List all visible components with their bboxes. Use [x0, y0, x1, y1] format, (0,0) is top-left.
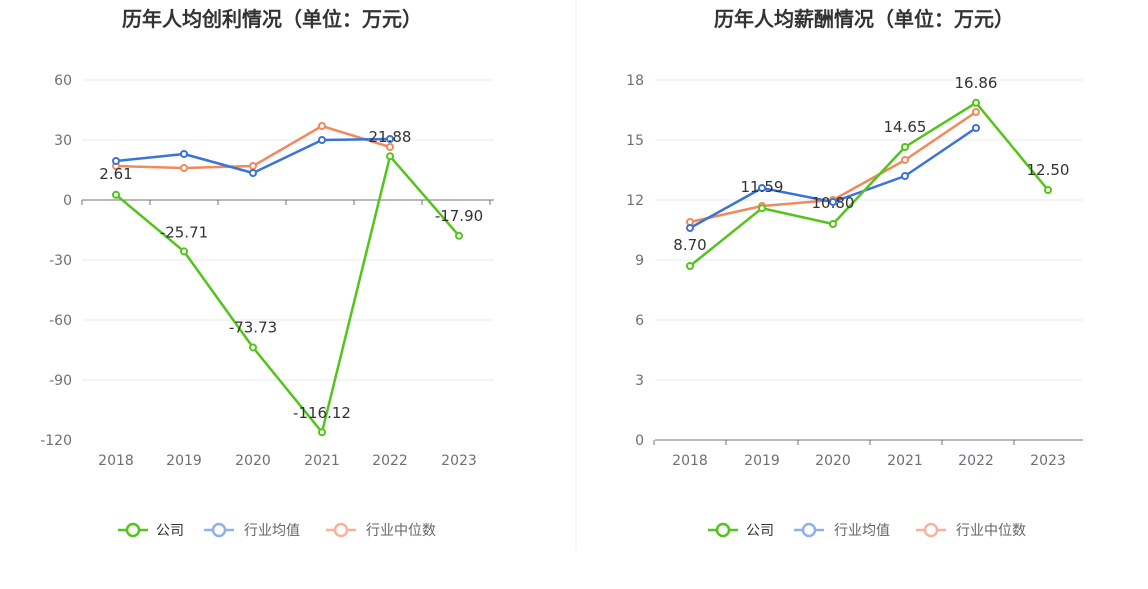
series-line	[115, 154, 460, 434]
data-point	[386, 152, 394, 161]
legend-marker	[715, 522, 731, 538]
data-label: 2.61	[99, 165, 132, 183]
data-point	[386, 135, 394, 143]
y-tick-label: 18	[626, 73, 644, 89]
legend-marker	[801, 522, 817, 538]
data-point	[318, 428, 326, 437]
data-point	[455, 231, 463, 240]
y-tick-label: 15	[626, 133, 644, 149]
data-point	[318, 136, 326, 144]
y-tick-label: 9	[635, 253, 644, 269]
data-point	[249, 162, 257, 170]
x-tick-label: 2019	[744, 453, 780, 469]
data-label: 21.88	[369, 128, 412, 146]
y-tick-label: 60	[54, 73, 72, 89]
x-tick-label: 2018	[98, 453, 134, 469]
data-point	[318, 122, 326, 130]
data-label: 16.86	[955, 74, 998, 92]
x-tick-label: 2023	[1030, 453, 1066, 469]
data-point	[180, 164, 188, 172]
legend-label: 公司	[746, 523, 774, 539]
legend-label: 行业均值	[834, 523, 890, 539]
legend-marker	[211, 522, 227, 538]
legend-marker	[333, 522, 349, 538]
y-tick-label: -60	[49, 313, 72, 329]
legend-marker	[125, 522, 141, 538]
data-point	[758, 204, 766, 213]
y-tick-label: -30	[49, 253, 72, 269]
data-point	[901, 156, 909, 164]
data-point	[249, 343, 257, 352]
data-point	[829, 220, 837, 228]
chart-title: 历年人均薪酬情况（单位：万元）	[714, 7, 1014, 31]
data-label: -17.90	[435, 207, 483, 225]
data-label: 11.59	[741, 178, 784, 196]
series-line	[689, 101, 1049, 267]
x-tick-label: 2023	[441, 453, 477, 469]
legend-label: 公司	[156, 523, 184, 539]
x-tick-label: 2020	[815, 453, 851, 469]
data-point	[249, 169, 257, 177]
legend-label: 行业均值	[244, 523, 300, 539]
data-point	[972, 124, 980, 132]
legend-marker	[923, 522, 939, 538]
x-tick-label: 2021	[887, 453, 923, 469]
data-point	[972, 108, 980, 116]
x-tick-label: 2022	[372, 453, 408, 469]
data-point	[180, 247, 188, 256]
data-point	[112, 157, 120, 165]
data-label: -25.71	[160, 223, 208, 241]
data-point	[901, 172, 909, 180]
data-point	[758, 184, 766, 192]
x-tick-label: 2018	[672, 453, 708, 469]
data-label: -73.73	[229, 318, 277, 336]
y-tick-label: 0	[63, 193, 72, 209]
y-tick-label: 30	[54, 133, 72, 149]
data-label: 14.65	[884, 118, 927, 136]
data-point	[112, 190, 120, 199]
legend-label: 行业中位数	[366, 523, 436, 539]
x-tick-label: 2021	[304, 453, 340, 469]
data-label: -116.12	[293, 404, 351, 422]
y-tick-label: 12	[626, 193, 644, 209]
x-tick-label: 2020	[235, 453, 271, 469]
data-point	[972, 98, 980, 107]
data-point	[686, 224, 694, 232]
data-point	[386, 143, 394, 151]
data-point	[180, 150, 188, 158]
y-tick-label: 6	[635, 313, 644, 329]
data-label: 10.80	[812, 194, 855, 212]
y-tick-label: 0	[635, 433, 644, 449]
chart-title: 历年人均创利情况（单位：万元）	[122, 7, 422, 31]
x-tick-label: 2019	[166, 453, 202, 469]
data-point	[1044, 186, 1052, 194]
data-point	[901, 143, 909, 151]
legend-label: 行业中位数	[956, 523, 1026, 539]
y-tick-label: -120	[40, 433, 72, 449]
data-label: 12.50	[1027, 161, 1070, 179]
data-label: 8.70	[673, 236, 706, 254]
series-line	[115, 124, 391, 170]
y-tick-label: -90	[49, 373, 72, 389]
y-tick-label: 3	[635, 373, 644, 389]
data-point	[829, 198, 837, 206]
x-tick-label: 2022	[958, 453, 994, 469]
data-point	[686, 262, 694, 270]
